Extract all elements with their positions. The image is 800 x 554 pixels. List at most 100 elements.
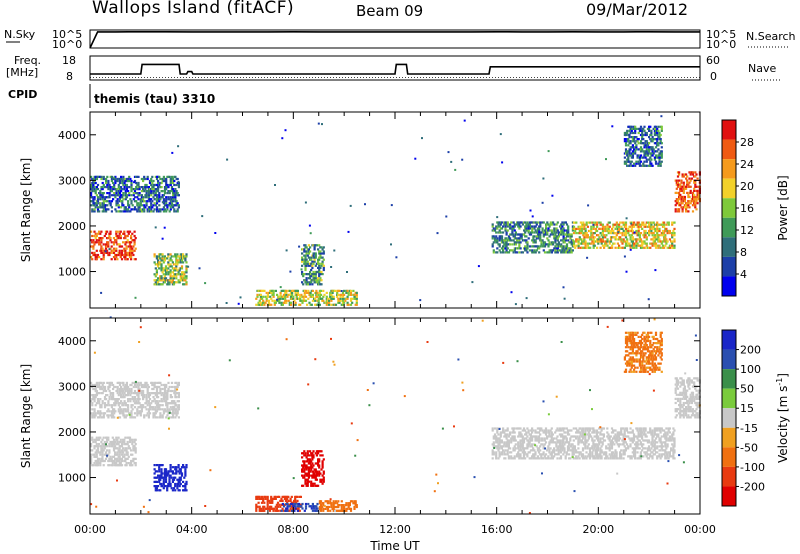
power-cell <box>599 221 602 224</box>
power-cell <box>518 245 521 248</box>
power-cell <box>656 236 659 239</box>
velocity-cell <box>353 502 356 505</box>
power-cell <box>517 233 520 236</box>
velocity-cell <box>321 482 324 485</box>
power-cell <box>296 291 299 294</box>
power-cell <box>600 242 603 245</box>
power-cell <box>518 251 521 254</box>
power-cell <box>113 176 116 179</box>
velocity-cell <box>340 507 343 510</box>
power-cell <box>543 241 547 244</box>
power-cell <box>556 221 559 224</box>
velocity-cell <box>147 414 150 417</box>
power-cell <box>176 253 179 256</box>
power-cell <box>654 229 658 233</box>
velocity-cell <box>130 412 133 415</box>
velocity-cell <box>276 501 280 504</box>
velocity-cell <box>299 505 302 508</box>
power-cell <box>183 257 186 260</box>
power-cell <box>168 204 171 207</box>
velocity-cell <box>158 416 161 419</box>
velocity-cell <box>94 412 97 415</box>
velocity-cell <box>164 476 168 479</box>
power-cell <box>659 140 662 143</box>
power-cell <box>133 239 136 242</box>
velocity-cell <box>91 394 94 397</box>
power-cell <box>633 138 636 141</box>
power-cell <box>535 237 538 240</box>
velocity-cell <box>290 505 293 508</box>
power-cell <box>166 192 169 195</box>
power-cell <box>556 239 559 242</box>
velocity-cell <box>314 509 317 512</box>
power-cell <box>509 227 512 230</box>
power-cell <box>175 275 178 278</box>
velocity-cell <box>526 443 529 446</box>
power-cell <box>314 256 317 259</box>
velocity-cell <box>146 404 149 407</box>
power-cell <box>116 179 119 183</box>
velocity-cell <box>146 392 149 395</box>
velocity-cell <box>142 404 145 407</box>
velocity-cell <box>147 400 150 403</box>
velocity-cell <box>510 439 513 442</box>
velocity-cell <box>296 509 299 512</box>
power-cell <box>157 194 160 197</box>
velocity-cell <box>109 383 112 387</box>
velocity-cell <box>258 509 261 512</box>
power-cell <box>112 243 116 246</box>
power-cell <box>626 160 629 163</box>
velocity-cell <box>167 389 170 393</box>
power-cell <box>106 237 109 240</box>
power-cell <box>311 289 314 292</box>
velocity-cell <box>320 480 323 483</box>
velocity-cell <box>93 455 96 458</box>
velocity-cell <box>301 468 304 471</box>
power-cell <box>543 245 547 248</box>
velocity-cell <box>101 455 104 458</box>
power-cell <box>140 194 143 197</box>
power-cell <box>694 175 697 178</box>
velocity-cell <box>284 499 288 502</box>
velocity-cell <box>506 429 509 432</box>
power-cell <box>90 183 93 187</box>
power-cell <box>510 291 513 294</box>
power-cell <box>536 231 540 234</box>
power-cell <box>106 183 109 187</box>
velocity-cell <box>303 462 306 465</box>
velocity-cell <box>513 455 516 458</box>
power-cell <box>170 186 174 189</box>
velocity-cell <box>528 443 531 446</box>
power-cell <box>115 247 118 250</box>
velocity-cell <box>153 414 156 417</box>
power-cell <box>592 246 595 249</box>
power-cell <box>658 158 661 161</box>
power-cell <box>633 148 636 151</box>
nsearch-tick-top: 10^5 <box>706 28 737 41</box>
power-cell <box>601 227 604 230</box>
power-cell <box>589 242 592 245</box>
velocity-cell <box>107 400 110 403</box>
power-cell <box>492 235 495 238</box>
power-cell <box>637 223 640 226</box>
power-cell <box>128 210 131 213</box>
velocity-cell <box>136 410 139 413</box>
power-cell <box>142 188 145 191</box>
power-cell <box>128 230 132 233</box>
power-cell <box>648 158 651 161</box>
power-cell <box>634 152 637 155</box>
power-cell <box>175 273 178 276</box>
velocity-cell <box>293 502 296 506</box>
velocity-cell <box>175 408 178 411</box>
power-cell <box>561 225 564 228</box>
power-cell <box>100 188 103 191</box>
power-cell <box>325 303 328 306</box>
power-cell <box>142 198 145 201</box>
velocity-cell <box>182 480 185 483</box>
power-cell <box>656 138 659 141</box>
power-cell <box>306 281 309 284</box>
power-cell <box>557 249 560 252</box>
power-cell <box>562 231 565 234</box>
power-cell <box>146 210 149 213</box>
power-cell <box>654 269 657 272</box>
